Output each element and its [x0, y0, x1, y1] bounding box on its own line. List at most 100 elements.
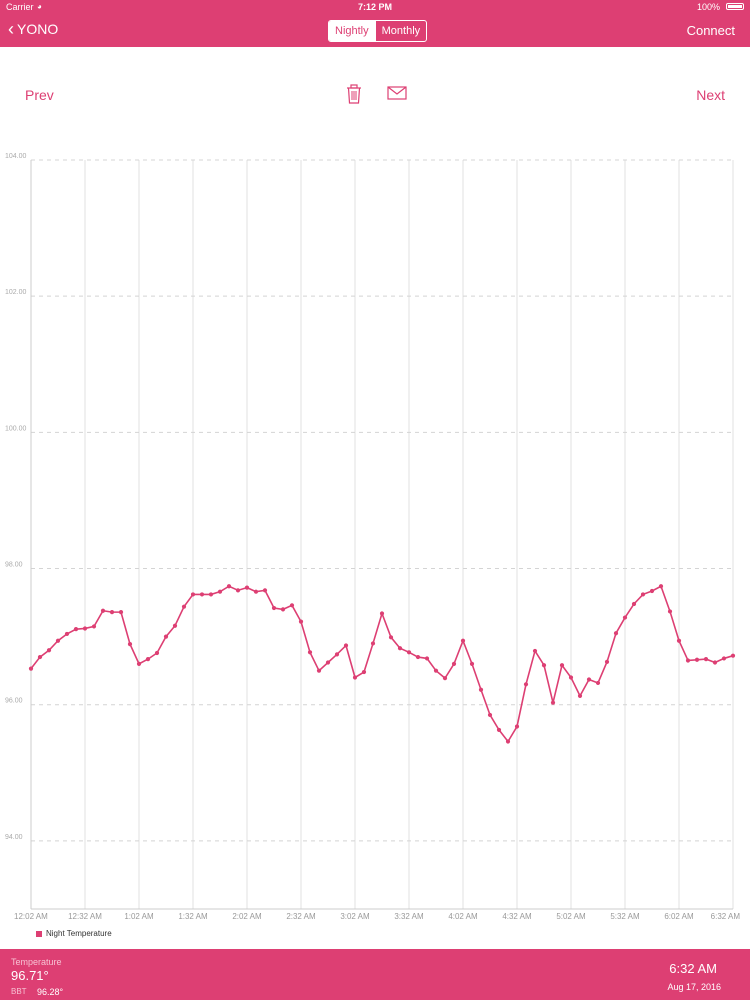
- data-point: [136, 661, 142, 666]
- data-point: [289, 603, 295, 608]
- data-point: [100, 608, 106, 613]
- data-point: [415, 654, 421, 660]
- segment-monthly[interactable]: Monthly: [374, 21, 427, 41]
- reading-time: 6:32 AM: [669, 961, 717, 976]
- data-point: [190, 592, 196, 597]
- data-point: [28, 666, 34, 671]
- data-point: [217, 589, 223, 594]
- x-tick-label: 12:02 AM: [14, 912, 48, 921]
- y-tick-label: 94.00: [5, 834, 23, 841]
- x-tick-label: 12:32 AM: [68, 912, 102, 921]
- prev-button[interactable]: Prev: [25, 87, 54, 103]
- bbt-label: BBT: [11, 987, 27, 996]
- data-point: [361, 669, 367, 675]
- x-tick-label: 6:02 AM: [664, 912, 694, 921]
- data-point: [307, 650, 313, 655]
- data-point: [559, 663, 565, 668]
- data-point: [730, 653, 736, 658]
- data-point: [298, 619, 304, 624]
- data-point: [604, 659, 610, 664]
- segment-nightly[interactable]: Nightly: [329, 21, 375, 41]
- data-point: [694, 657, 700, 662]
- data-point: [424, 656, 430, 661]
- data-point: [478, 687, 484, 692]
- x-tick-label: 1:02 AM: [124, 912, 154, 921]
- data-point: [451, 661, 457, 666]
- data-point: [235, 588, 241, 593]
- footer-panel: Temperature 96.71° BBT 96.28° 6:32 AM Au…: [0, 949, 750, 1000]
- data-point: [172, 623, 178, 628]
- mail-icon[interactable]: [387, 86, 407, 105]
- data-point: [127, 642, 133, 647]
- y-tick-label: 100.00: [5, 425, 27, 432]
- data-point: [712, 660, 718, 665]
- x-tick-label: 5:32 AM: [610, 912, 640, 921]
- data-point: [496, 727, 502, 733]
- status-bar: Carrier ◕ 7:12 PM 100%: [0, 0, 750, 14]
- y-tick-label: 98.00: [5, 562, 23, 569]
- data-point: [253, 589, 259, 594]
- data-point: [514, 724, 520, 729]
- reading-date: Aug 17, 2016: [667, 982, 721, 992]
- x-tick-label: 4:02 AM: [448, 912, 478, 921]
- data-point: [586, 677, 592, 682]
- data-point: [325, 660, 331, 665]
- data-point: [595, 680, 601, 686]
- data-point: [703, 657, 709, 662]
- chevron-left-icon: ‹: [8, 19, 14, 39]
- data-point: [316, 668, 322, 673]
- data-point: [352, 675, 358, 680]
- data-point: [631, 601, 637, 607]
- data-point: [46, 648, 52, 653]
- x-tick-label: 6:32 AM: [711, 912, 741, 921]
- data-point: [487, 712, 493, 718]
- battery-icon: [726, 3, 744, 10]
- data-point: [568, 675, 574, 680]
- bbt-value: 96.28°: [37, 987, 64, 997]
- data-point: [469, 661, 475, 666]
- legend-label: Night Temperature: [46, 929, 112, 938]
- chart-legend: Night Temperature: [36, 929, 112, 938]
- y-tick-label: 102.00: [5, 289, 27, 296]
- data-point: [649, 588, 655, 594]
- x-tick-label: 4:32 AM: [502, 912, 532, 921]
- data-point: [532, 648, 538, 654]
- x-tick-label: 5:02 AM: [556, 912, 586, 921]
- wifi-icon: ◕: [37, 2, 42, 11]
- next-button[interactable]: Next: [696, 87, 725, 103]
- data-point: [181, 604, 187, 609]
- data-point: [118, 610, 124, 615]
- back-label: YONO: [17, 21, 59, 37]
- trash-icon[interactable]: [345, 84, 363, 109]
- data-point: [397, 646, 403, 651]
- data-point: [658, 584, 664, 589]
- back-button[interactable]: ‹ YONO: [8, 19, 59, 39]
- temperature-value: 96.71°: [11, 968, 49, 983]
- data-point: [55, 638, 61, 643]
- data-point: [163, 634, 169, 639]
- data-point: [82, 626, 88, 631]
- data-point: [541, 663, 547, 668]
- data-point: [262, 588, 268, 593]
- temperature-label: Temperature: [11, 957, 62, 967]
- x-tick-label: 2:32 AM: [286, 912, 316, 921]
- data-point: [271, 605, 277, 611]
- data-point: [613, 631, 619, 636]
- x-tick-label: 3:32 AM: [394, 912, 424, 921]
- y-tick-label: 104.00: [5, 153, 27, 160]
- x-tick-label: 3:02 AM: [340, 912, 370, 921]
- data-point: [721, 656, 727, 661]
- data-point: [667, 609, 673, 614]
- data-point: [442, 676, 448, 681]
- series-line: [30, 585, 734, 743]
- data-point: [640, 592, 646, 597]
- y-tick-label: 96.00: [5, 698, 23, 705]
- data-point: [334, 652, 340, 657]
- connect-button[interactable]: Connect: [686, 23, 735, 38]
- battery-percent: 100%: [696, 2, 720, 12]
- view-segmented-control: Nightly Monthly: [328, 20, 428, 42]
- data-point: [622, 615, 628, 620]
- data-point: [226, 584, 232, 589]
- data-point: [91, 624, 97, 629]
- data-point: [523, 682, 529, 687]
